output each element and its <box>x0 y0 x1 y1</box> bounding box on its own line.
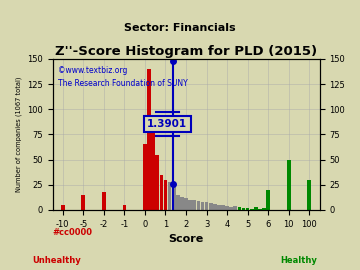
Bar <box>258 209 262 210</box>
Bar <box>262 208 266 210</box>
Bar <box>168 182 171 210</box>
Text: ©www.textbiz.org: ©www.textbiz.org <box>58 66 127 75</box>
Bar <box>81 195 85 210</box>
Bar <box>147 69 151 210</box>
Bar <box>102 192 106 210</box>
Bar <box>250 209 253 210</box>
Bar <box>180 197 184 210</box>
Bar <box>156 154 159 210</box>
Bar <box>143 144 147 210</box>
Bar <box>225 206 229 210</box>
Bar <box>254 207 258 210</box>
Bar <box>61 205 65 210</box>
Bar <box>234 206 237 210</box>
Bar <box>188 200 192 210</box>
Bar <box>205 202 208 210</box>
Bar <box>197 201 200 210</box>
Bar <box>172 182 176 210</box>
Bar <box>164 180 167 210</box>
Title: Z''-Score Histogram for PLD (2015): Z''-Score Histogram for PLD (2015) <box>55 45 317 58</box>
Bar <box>159 175 163 210</box>
Text: Sector: Financials: Sector: Financials <box>124 23 236 33</box>
Bar <box>184 198 188 210</box>
Bar <box>217 205 221 210</box>
Text: #cc0000: #cc0000 <box>53 228 93 237</box>
Bar <box>213 204 217 210</box>
Bar <box>242 208 246 210</box>
Bar <box>287 160 291 210</box>
Text: The Research Foundation of SUNY: The Research Foundation of SUNY <box>58 79 188 87</box>
Bar <box>238 207 241 210</box>
Bar <box>122 205 126 210</box>
Text: 1.3901: 1.3901 <box>147 119 188 129</box>
Bar <box>176 195 180 210</box>
Bar <box>266 190 270 210</box>
Bar <box>221 205 225 210</box>
Bar <box>229 207 233 210</box>
Bar <box>307 180 311 210</box>
Bar <box>151 129 155 210</box>
Bar <box>209 203 212 210</box>
Bar <box>192 200 196 210</box>
Bar <box>246 208 249 210</box>
X-axis label: Score: Score <box>168 234 204 244</box>
Bar <box>201 202 204 210</box>
Text: Healthy: Healthy <box>280 256 317 265</box>
Y-axis label: Number of companies (1067 total): Number of companies (1067 total) <box>15 77 22 192</box>
Text: Unhealthy: Unhealthy <box>32 256 81 265</box>
